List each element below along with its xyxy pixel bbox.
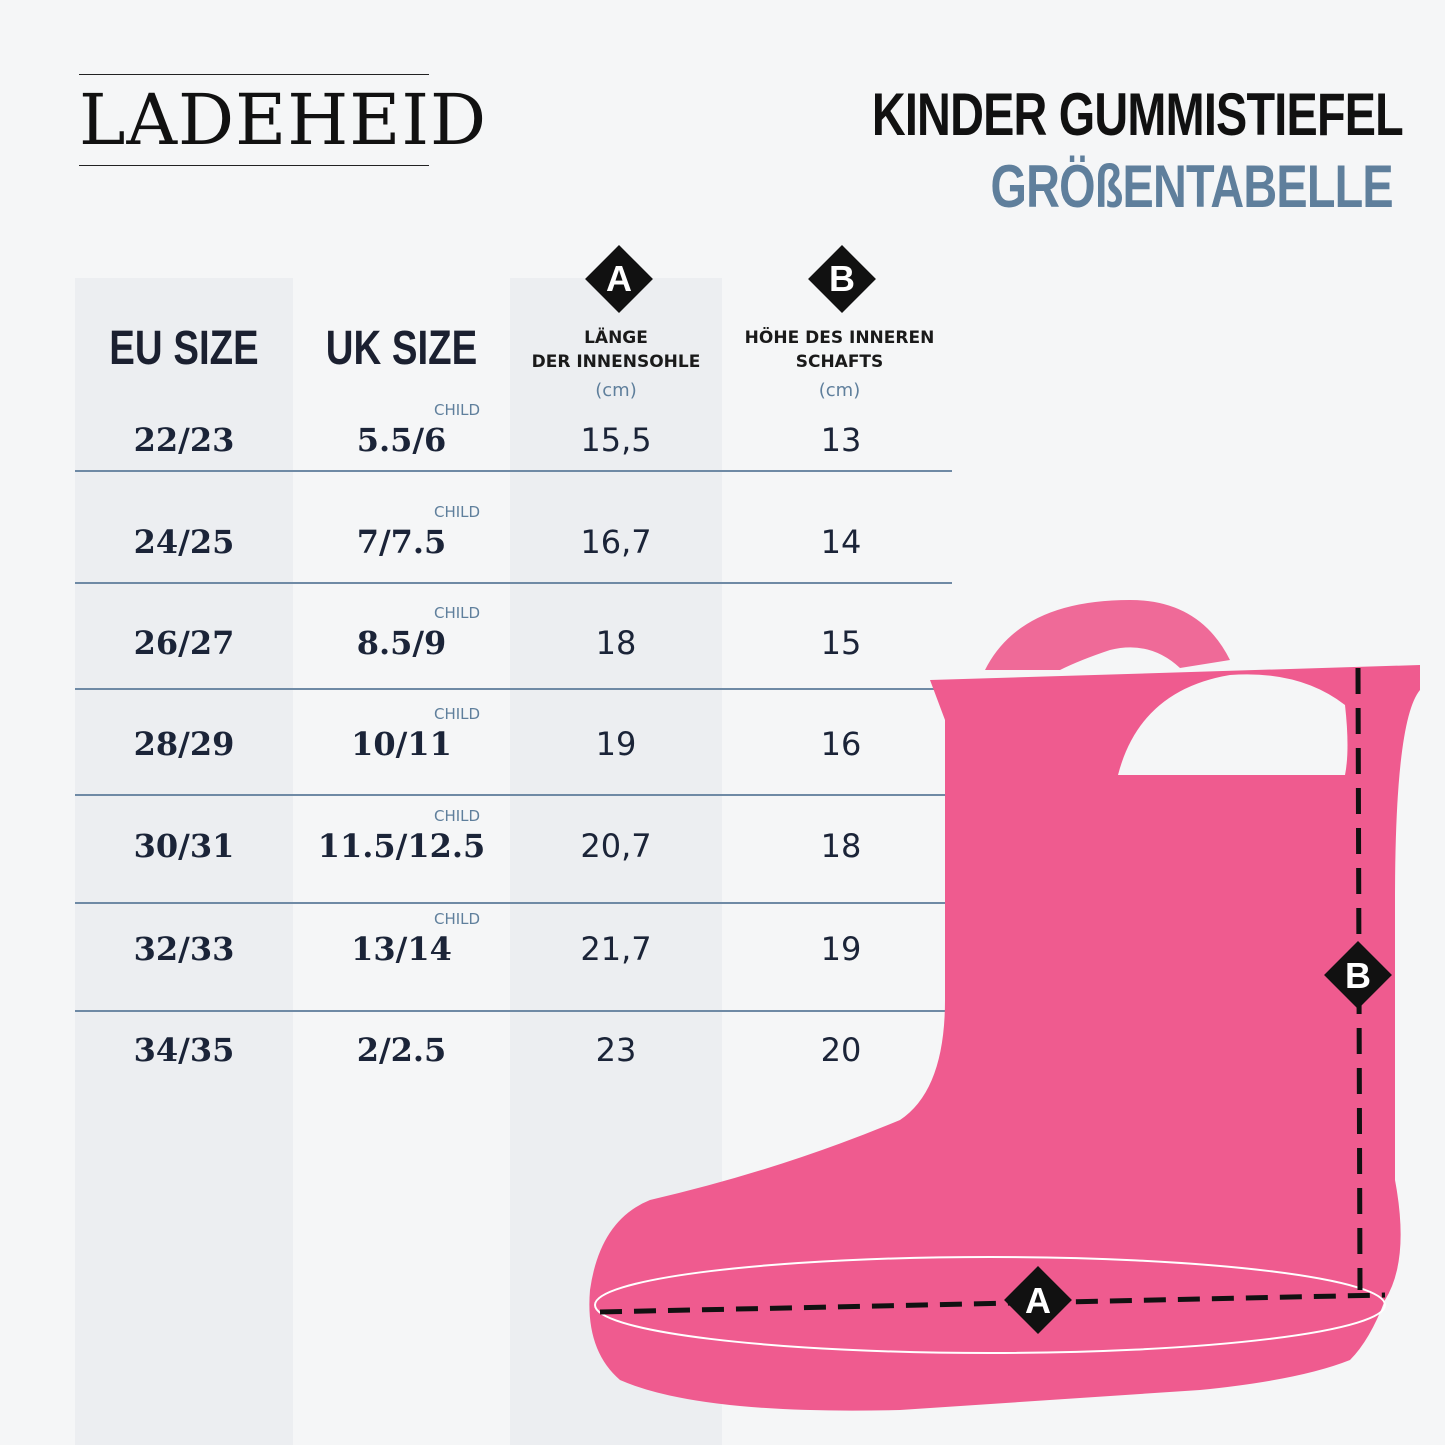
shaft-height-cell: 20 — [820, 1031, 862, 1069]
header-eu-size: EU SIZE — [109, 322, 259, 375]
page-title: KINDER GUMMISTIEFEL — [871, 81, 1404, 148]
insole-length-cell: 19 — [595, 725, 637, 763]
page-subtitle: GRÖßENTABELLE — [990, 153, 1394, 220]
eu-size-cell: 30/31 — [133, 827, 235, 865]
uk-size-cell: 10/11 — [351, 725, 452, 763]
uk-child-note: CHILD — [434, 401, 481, 419]
insole-length-cell: 15,5 — [580, 421, 652, 459]
header-a-line2: DER INNENSOHLE — [531, 352, 701, 372]
shaft-height-cell: 13 — [820, 421, 862, 459]
uk-child-note: CHILD — [434, 807, 481, 825]
b-marker-label: B — [829, 258, 855, 299]
uk-size-cell: 5.5/6 — [356, 421, 447, 459]
uk-child-note: CHILD — [434, 705, 481, 723]
insole-length-cell: 23 — [595, 1031, 637, 1069]
insole-length-cell: 20,7 — [580, 827, 652, 865]
boot-handle-hole — [1118, 674, 1348, 775]
header-insole-length: LÄNGE DER INNENSOHLE (cm) — [510, 326, 722, 403]
eu-size-cell: 24/25 — [133, 523, 235, 561]
shaft-height-cell: 16 — [820, 725, 862, 763]
insole-length-cell: 18 — [595, 624, 637, 662]
shaft-height-cell: 19 — [820, 930, 862, 968]
uk-size-cell: 13/14 — [351, 930, 452, 968]
header-uk-size: UK SIZE — [325, 322, 478, 375]
brand-logo: LADEHEID — [79, 74, 486, 166]
eu-size-cell: 28/29 — [133, 725, 235, 763]
eu-size-cell: 34/35 — [133, 1031, 235, 1069]
diagram-b-label: B — [1345, 955, 1371, 996]
uk-child-note: CHILD — [434, 910, 481, 928]
diagram-b-marker-icon — [1324, 941, 1392, 1009]
shaft-height-cell: 18 — [820, 827, 862, 865]
uk-size-cell: 8.5/9 — [356, 624, 447, 662]
boot-diagram: A B — [589, 600, 1420, 1411]
header-shaft-height: HÖHE DES INNEREN SCHAFTS (cm) — [722, 326, 957, 403]
row-divider — [75, 582, 952, 584]
header-b-unit: (cm) — [818, 380, 861, 401]
uk-child-note: CHILD — [434, 604, 481, 622]
shaft-height-cell: 14 — [820, 523, 862, 561]
insole-length-cell: 21,7 — [580, 930, 652, 968]
eu-size-cell: 22/23 — [133, 421, 235, 459]
uk-child-note: CHILD — [434, 503, 481, 521]
row-divider — [75, 470, 952, 472]
uk-size-cell: 2/2.5 — [356, 1031, 447, 1069]
row-divider — [75, 794, 952, 796]
eu-size-cell: 32/33 — [133, 930, 235, 968]
uk-size-cell: 11.5/12.5 — [317, 827, 486, 865]
row-divider — [75, 688, 952, 690]
boot-shape — [589, 665, 1420, 1411]
shaft-height-cell: 15 — [820, 624, 862, 662]
eu-size-cell: 26/27 — [133, 624, 235, 662]
diagram-a-label: A — [1025, 1280, 1051, 1321]
uk-size-cell: 7/7.5 — [356, 523, 447, 561]
insole-length-cell: 16,7 — [580, 523, 652, 561]
header-a-line1: LÄNGE — [584, 328, 648, 348]
row-divider — [75, 1010, 945, 1012]
header-b-line1: HÖHE DES INNEREN — [744, 328, 935, 348]
row-divider — [75, 902, 945, 904]
eu-column-shade — [75, 278, 293, 1445]
header-a-unit: (cm) — [595, 380, 637, 401]
header-b-line2: SCHAFTS — [795, 352, 884, 372]
boot-handle — [985, 600, 1230, 670]
diagram-a-marker-icon — [1004, 1266, 1072, 1334]
a-marker-label: A — [606, 258, 632, 299]
